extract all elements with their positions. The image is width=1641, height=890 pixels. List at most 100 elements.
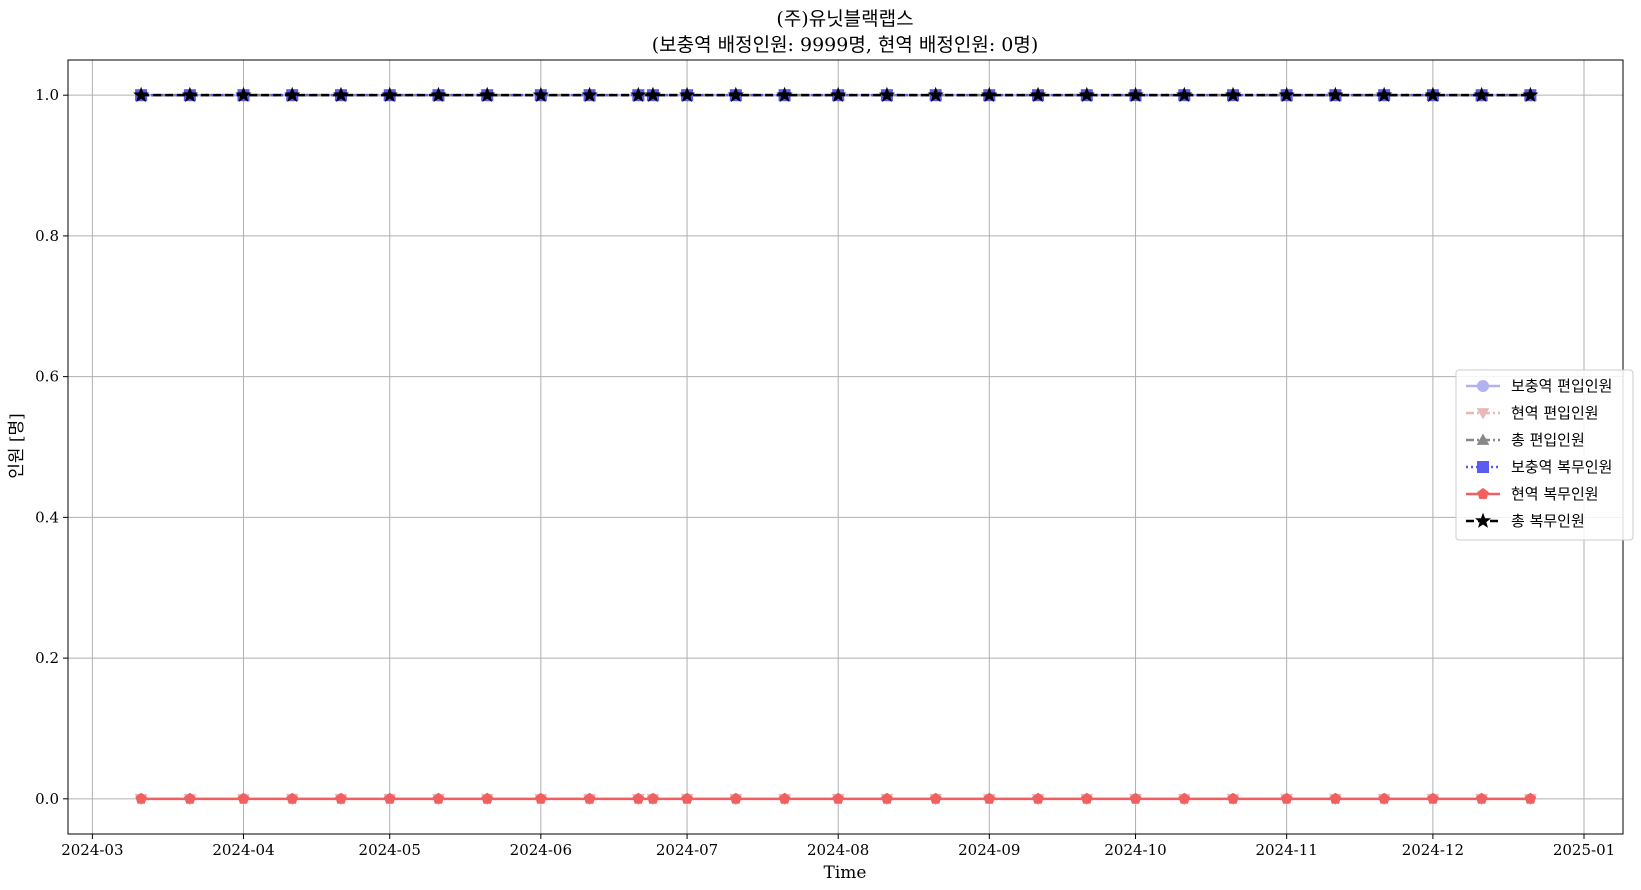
- y-tick-label: 0.4: [35, 508, 59, 526]
- y-tick-label: 1.0: [35, 86, 59, 104]
- legend-item: 보충역 편입인원: [1466, 377, 1612, 395]
- x-tick-label: 2024-11: [1255, 841, 1317, 859]
- data-point: [1080, 792, 1093, 804]
- data-point: [1524, 792, 1537, 804]
- data-point: [1329, 792, 1342, 804]
- data-point: [1522, 86, 1539, 102]
- data-point: [1127, 86, 1144, 102]
- legend-marker: [1476, 408, 1490, 420]
- y-tick-label: 0.6: [35, 368, 59, 386]
- legend-marker: [1476, 433, 1490, 445]
- data-point: [830, 86, 847, 102]
- data-point: [1280, 792, 1293, 804]
- data-point: [430, 86, 447, 102]
- plot-frame: [67, 59, 1624, 835]
- data-point: [481, 792, 494, 804]
- x-tick-label: 2024-12: [1402, 841, 1464, 859]
- x-tick-label: 2024-09: [958, 841, 1020, 859]
- legend-label: 현역 편입인원: [1511, 404, 1599, 422]
- data-point: [1424, 86, 1441, 102]
- x-tick-label: 2024-03: [61, 841, 123, 859]
- data-point: [381, 86, 398, 102]
- data-point: [1078, 86, 1095, 102]
- x-axis-title: Time: [824, 863, 867, 883]
- legend-label: 총 편입인원: [1511, 431, 1585, 449]
- data-point: [1178, 792, 1191, 804]
- data-point: [1475, 792, 1488, 804]
- legend-label: 총 복무인원: [1511, 512, 1585, 530]
- data-point: [1378, 792, 1390, 804]
- legend-item: 총 복무인원: [1466, 512, 1585, 530]
- legend-item: 보충역 복무인원: [1466, 458, 1612, 476]
- data-point: [284, 86, 301, 102]
- data-point: [630, 86, 647, 102]
- data-point: [929, 792, 942, 804]
- data-point: [927, 86, 944, 102]
- y-axis-title: 인원 [명]: [7, 413, 27, 479]
- data-point: [479, 86, 496, 102]
- x-axis: 2024-03 2024-04 2024-05 2024-06 2024-07 2024-…: [61, 834, 1615, 859]
- data-point: [881, 792, 893, 804]
- data-point: [1427, 792, 1439, 804]
- legend-marker: [1477, 461, 1489, 473]
- legend-box: [1455, 369, 1634, 541]
- series-layer: [133, 86, 1539, 806]
- x-tick-label: 2024-06: [510, 841, 572, 859]
- data-point: [647, 792, 659, 804]
- y-tick-label: 0.2: [35, 649, 59, 667]
- data-point: [681, 792, 693, 804]
- data-point: [832, 792, 845, 804]
- data-point: [1327, 86, 1344, 102]
- y-tick-label: 0.0: [35, 790, 59, 808]
- legend-item: 총 편입인원: [1466, 431, 1585, 449]
- x-tick-label: 2024-08: [807, 841, 869, 859]
- data-point: [237, 792, 250, 804]
- y-axis: 0.0 0.2 0.4 0.6 0.8 1.0: [35, 86, 68, 808]
- data-point: [383, 792, 396, 804]
- data-point: [644, 86, 661, 102]
- data-point: [1473, 86, 1490, 102]
- x-tick-label: 2025-01: [1553, 841, 1615, 859]
- data-point: [1032, 792, 1044, 804]
- data-point: [1129, 792, 1142, 804]
- y-tick-label: 0.8: [35, 227, 59, 245]
- legend-label: 보충역 편입인원: [1511, 377, 1612, 395]
- legend-label: 보충역 복무인원: [1511, 458, 1612, 476]
- data-point: [535, 792, 547, 804]
- grid-lines: [68, 60, 1623, 834]
- legend-marker: [1474, 512, 1492, 528]
- data-point: [778, 792, 791, 804]
- chart-title: (주)유닛블랙랩스: [776, 8, 913, 30]
- data-point: [1030, 86, 1047, 102]
- data-point: [181, 86, 198, 102]
- data-point: [332, 86, 349, 102]
- data-point: [432, 792, 445, 804]
- data-point: [981, 86, 998, 102]
- legend-label: 현역 복무인원: [1511, 485, 1599, 503]
- data-point: [532, 86, 549, 102]
- legend-item: 현역 편입인원: [1466, 404, 1599, 422]
- data-point: [632, 792, 645, 804]
- data-point: [878, 86, 895, 102]
- x-tick-label: 2024-10: [1104, 841, 1166, 859]
- data-point: [286, 792, 299, 804]
- series-5: [135, 792, 1537, 804]
- x-tick-label: 2024-07: [656, 841, 718, 859]
- data-point: [983, 792, 996, 804]
- data-point: [1227, 792, 1239, 804]
- legend-marker: [1477, 487, 1489, 499]
- legend-marker: [1477, 380, 1489, 392]
- data-point: [776, 86, 793, 102]
- data-point: [1376, 86, 1393, 102]
- data-point: [679, 86, 696, 102]
- x-tick-label: 2024-05: [359, 841, 421, 859]
- data-point: [1176, 86, 1193, 102]
- data-point: [235, 86, 252, 102]
- data-point: [730, 792, 742, 804]
- data-point: [581, 86, 598, 102]
- data-point: [133, 86, 150, 102]
- data-point: [583, 792, 596, 804]
- data-point: [1278, 86, 1295, 102]
